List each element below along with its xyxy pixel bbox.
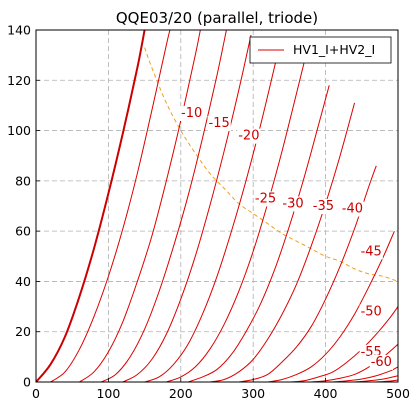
x-tick-label: 300	[241, 386, 265, 401]
curve-label: -20	[238, 129, 259, 144]
plot-area	[36, 30, 398, 382]
series-line-bias-m10	[79, 30, 201, 382]
curve-label: -50	[361, 305, 382, 320]
y-tick-label: 0	[23, 375, 31, 390]
y-tick-label: 20	[15, 324, 31, 339]
curve-label-background	[359, 244, 383, 260]
curve-label-background	[340, 201, 365, 217]
axis-ticks: 0 100 200 300 400 500 0 20 40 60 80 100 120 140	[7, 23, 410, 402]
chart-title: QQE03/20 (parallel, triode)	[116, 9, 318, 27]
curve-label: -45	[361, 244, 382, 259]
x-tick-label: 400	[314, 386, 338, 401]
curve-labels: -10-15-20-25 -30 -35 -40-45-50-55-60	[180, 105, 393, 370]
plot-frame	[35, 29, 399, 383]
curve-label: -40	[342, 202, 363, 217]
curve-label: -35	[313, 199, 334, 214]
curve-label: -30	[282, 196, 303, 211]
y-tick-label: 80	[15, 173, 31, 188]
series-line-bias-m20	[122, 34, 252, 382]
y-tick-label: 120	[7, 73, 31, 88]
series-line-bias-m35	[187, 85, 330, 382]
x-tick-label: 0	[32, 386, 40, 401]
y-tick-label: 100	[7, 123, 31, 138]
series-line-bias-0	[36, 30, 146, 382]
x-tick-label: 200	[169, 386, 193, 401]
y-tick-label: 60	[15, 224, 31, 239]
curve-label-background	[359, 304, 383, 320]
curve-label-background	[253, 191, 278, 207]
series-line-bias-m30	[166, 57, 306, 382]
legend-entry: HV1_I+HV2_I	[293, 42, 375, 57]
curve-label-background	[311, 199, 336, 214]
curve-label-background	[180, 105, 204, 121]
x-tick-label: 100	[96, 386, 120, 401]
curve-label: -60	[371, 355, 392, 370]
curve-label-background	[281, 196, 305, 212]
series-line-bias-m40	[209, 102, 356, 382]
curve-label-background	[207, 116, 231, 132]
series-line-bias-m65	[332, 366, 398, 382]
legend: HV1_I+HV2_I	[249, 36, 392, 64]
x-tick-label: 500	[386, 386, 410, 401]
curve-label: -15	[209, 116, 230, 131]
series-line-bias-m25	[144, 39, 282, 382]
curve-label: -10	[181, 106, 202, 121]
curve-label-background	[237, 128, 261, 144]
series-line-bias-m55	[289, 306, 398, 382]
series-line-bias-m50	[267, 230, 395, 382]
curve-label-background	[369, 354, 393, 370]
series-line-bias-m70	[354, 375, 398, 382]
y-tick-label: 140	[7, 23, 31, 38]
curve-label: -25	[255, 191, 276, 206]
series-line-bias-m15	[100, 30, 227, 382]
dissipation-limit-curve	[144, 47, 398, 282]
y-tick-label: 40	[15, 274, 31, 289]
series-line-bias-m5	[50, 30, 171, 382]
